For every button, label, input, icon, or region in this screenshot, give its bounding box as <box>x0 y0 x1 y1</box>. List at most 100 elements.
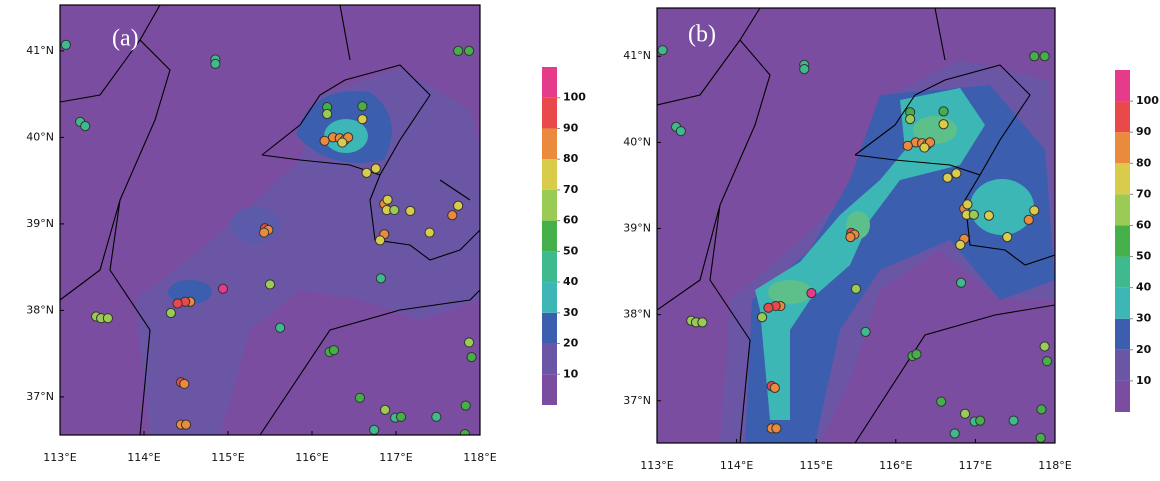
station <box>382 194 393 205</box>
x-tick-label: 117°E <box>379 451 412 464</box>
station <box>769 382 780 393</box>
colorbar-swatch <box>542 343 557 375</box>
field-a <box>60 5 480 435</box>
station <box>379 404 391 416</box>
colorbar-label: 20 <box>1136 343 1152 356</box>
station <box>771 423 782 434</box>
x-tick-label: 113°E <box>43 451 76 464</box>
stations <box>60 39 477 435</box>
station <box>354 392 365 403</box>
colorbar-label: 10 <box>1136 374 1152 387</box>
station <box>459 429 470 435</box>
colorbar-label: 60 <box>1136 218 1152 231</box>
colorbar-swatch <box>542 374 557 405</box>
colorbar-label: 50 <box>563 244 579 257</box>
station <box>951 168 962 179</box>
x-tick-label: 118°E <box>1038 459 1071 472</box>
station <box>675 126 686 137</box>
station <box>756 312 768 323</box>
station <box>463 45 475 56</box>
y-tick-label: 39°N <box>623 222 651 235</box>
station <box>389 204 400 216</box>
station <box>395 411 407 422</box>
station <box>942 172 953 183</box>
station <box>357 114 368 125</box>
y-tick-label: 37°N <box>26 390 54 403</box>
y-tick-label: 41°N <box>623 49 651 62</box>
colorbar-swatch <box>1115 163 1130 195</box>
station <box>1039 51 1050 62</box>
y-tick-label: 40°N <box>26 130 54 143</box>
colorbar-swatch <box>1115 225 1130 257</box>
station <box>962 199 973 210</box>
y-tick-label: 40°N <box>623 135 651 148</box>
station <box>919 142 930 153</box>
station <box>657 45 668 56</box>
colorbar-swatch <box>1115 380 1130 412</box>
colorbar-swatch <box>542 312 557 344</box>
station <box>955 239 966 250</box>
station <box>424 227 435 238</box>
station <box>806 288 817 299</box>
station <box>463 337 475 348</box>
station <box>60 39 71 50</box>
colorbar-swatch <box>1115 70 1130 102</box>
y-tick-label: 38°N <box>623 308 651 321</box>
colorbar-swatch <box>1115 132 1130 164</box>
colorbar-label: 10 <box>563 367 579 380</box>
y-tick-label: 41°N <box>26 44 54 57</box>
colorbar-swatch <box>1115 349 1130 381</box>
colorbar-label: 30 <box>1136 312 1152 325</box>
station <box>763 302 774 313</box>
x-tick-label: 116°E <box>879 459 912 472</box>
station <box>369 424 380 435</box>
station <box>217 283 229 294</box>
station <box>955 277 967 288</box>
station <box>80 121 91 132</box>
station <box>374 235 386 246</box>
y-tick-label: 39°N <box>26 217 54 230</box>
colorbar-swatch <box>1115 287 1130 319</box>
station <box>375 273 386 284</box>
colorbar-label: 100 <box>563 91 586 104</box>
colorbar-swatch <box>542 220 557 252</box>
field-b <box>657 8 1055 443</box>
station <box>328 345 339 356</box>
station <box>447 210 458 221</box>
x-tick-label: 116°E <box>295 451 328 464</box>
station <box>959 408 971 419</box>
station <box>1036 404 1047 415</box>
station <box>322 108 333 120</box>
x-tick-label: 115°E <box>799 459 832 472</box>
station <box>1029 205 1040 216</box>
colorbar-swatch <box>542 251 557 283</box>
stations <box>657 45 1053 443</box>
colorbar-label: 60 <box>563 214 579 227</box>
x-tick-label: 118°E <box>463 451 496 464</box>
station <box>102 313 113 324</box>
station <box>431 411 442 422</box>
station <box>361 167 372 178</box>
station <box>179 378 190 390</box>
province-borders <box>60 5 1055 443</box>
colorbar-label: 40 <box>563 275 579 288</box>
station <box>453 200 464 211</box>
station <box>370 163 381 174</box>
station <box>850 283 862 294</box>
x-tick-label: 113°E <box>640 459 673 472</box>
station <box>1035 432 1046 443</box>
station <box>165 307 176 319</box>
panel-label: (a) <box>112 26 139 52</box>
station <box>1023 214 1034 226</box>
station <box>180 419 192 430</box>
station <box>845 232 856 243</box>
x-tick-label: 115°E <box>211 451 244 464</box>
station <box>911 349 922 360</box>
colorbar-swatch <box>542 159 557 190</box>
station <box>1041 356 1053 367</box>
station <box>453 45 464 56</box>
station <box>949 428 960 439</box>
colorbar-swatch <box>542 97 557 129</box>
station <box>210 58 221 69</box>
